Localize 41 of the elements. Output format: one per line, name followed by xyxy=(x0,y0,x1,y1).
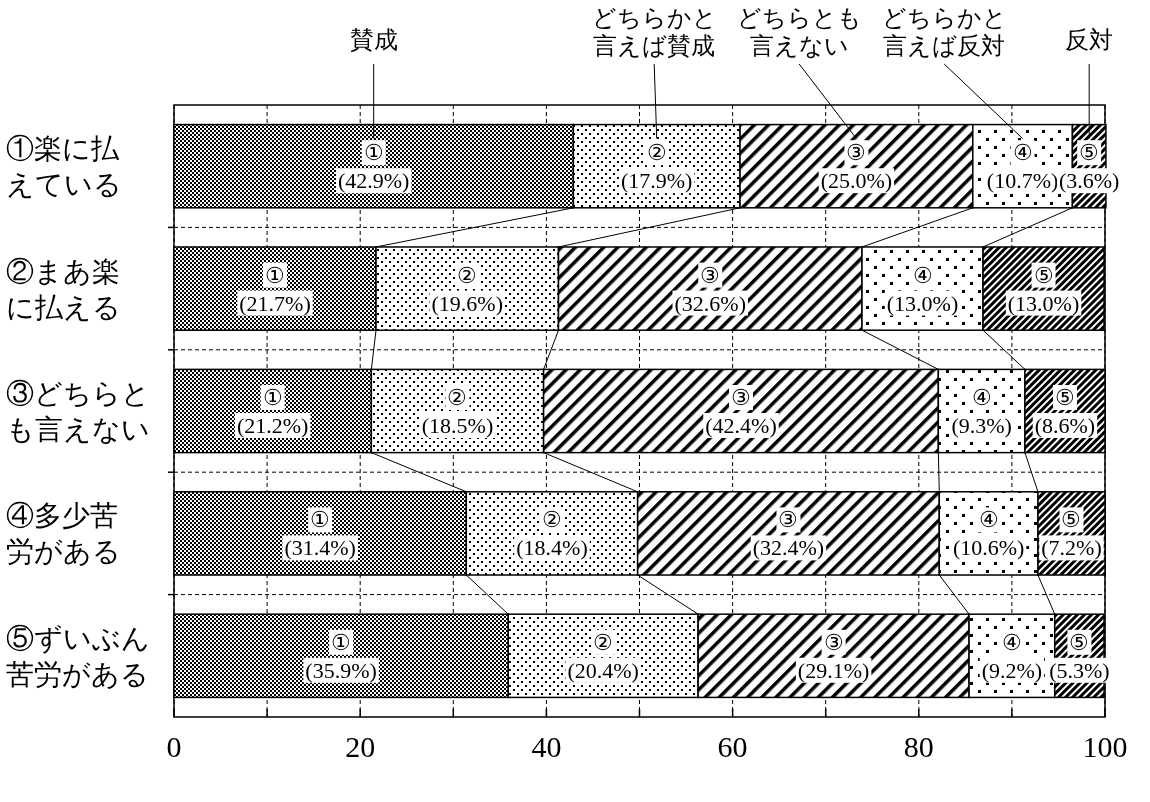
data-label: ③ (32.4%) xyxy=(752,507,825,561)
x-tick-label: 60 xyxy=(717,730,748,763)
y-tick-label: ④多少苦労がある xyxy=(6,500,121,568)
data-label: ⑤ (7.2%) xyxy=(1041,507,1102,561)
data-label: ① (31.4%) xyxy=(284,507,356,561)
text: 賛成 xyxy=(349,27,398,53)
data-label: ② (18.4%) xyxy=(516,507,588,561)
y-tick-label: ②まあ楽に払える xyxy=(6,255,121,323)
data-label: ④ (10.6%) xyxy=(952,507,1025,561)
data-label: ② (18.5%) xyxy=(421,385,494,438)
data-label: ① (42.9%) xyxy=(337,140,410,194)
x-tick-label: 80 xyxy=(903,730,934,763)
data-label: ④ (13.0%) xyxy=(886,262,959,316)
data-label: ④ (10.7%) xyxy=(986,140,1059,194)
data-label: ③ (29.1%) xyxy=(797,629,870,683)
text: どちらかと言えば反対 xyxy=(881,5,1007,59)
text: 反対 xyxy=(1065,27,1114,53)
x-tick-label: 40 xyxy=(531,730,562,763)
text: どちらとも言えない xyxy=(736,5,862,59)
data-label: ③ (32.6%) xyxy=(674,262,746,316)
data-label: ② (19.6%) xyxy=(431,262,504,316)
data-label: ② (20.4%) xyxy=(567,629,639,683)
data-label: ② (17.9%) xyxy=(620,140,693,194)
data-label: ④ (9.2%) xyxy=(981,629,1043,683)
x-tick-label: 0 xyxy=(166,730,182,763)
y-tick-label: ③どちらとも言えない xyxy=(6,378,150,445)
y-tick-label: ①楽に払えている xyxy=(6,133,122,201)
x-tick-label: 20 xyxy=(345,730,376,763)
x-tick-label: 100 xyxy=(1082,730,1128,763)
text: どちらかと言えば賛成 xyxy=(591,5,717,59)
data-label: ① (35.9%) xyxy=(305,629,377,683)
data-label: ⑤ (5.3%) xyxy=(1049,629,1110,683)
data-label: ③ (25.0%) xyxy=(820,140,893,194)
y-tick-label: ⑤ずいぶん苦労がある xyxy=(6,622,150,690)
data-label: ③ (42.4%) xyxy=(705,385,777,438)
data-label: ⑤ (3.6%) xyxy=(1058,140,1120,194)
data-label: ⑤ (13.0%) xyxy=(1007,262,1080,316)
data-label: ① (21.7%) xyxy=(239,262,311,316)
data-label: ⑤ (8.6%) xyxy=(1034,385,1096,438)
data-label: ④ (9.3%) xyxy=(951,385,1012,438)
data-label: ① (21.2%) xyxy=(236,385,309,438)
